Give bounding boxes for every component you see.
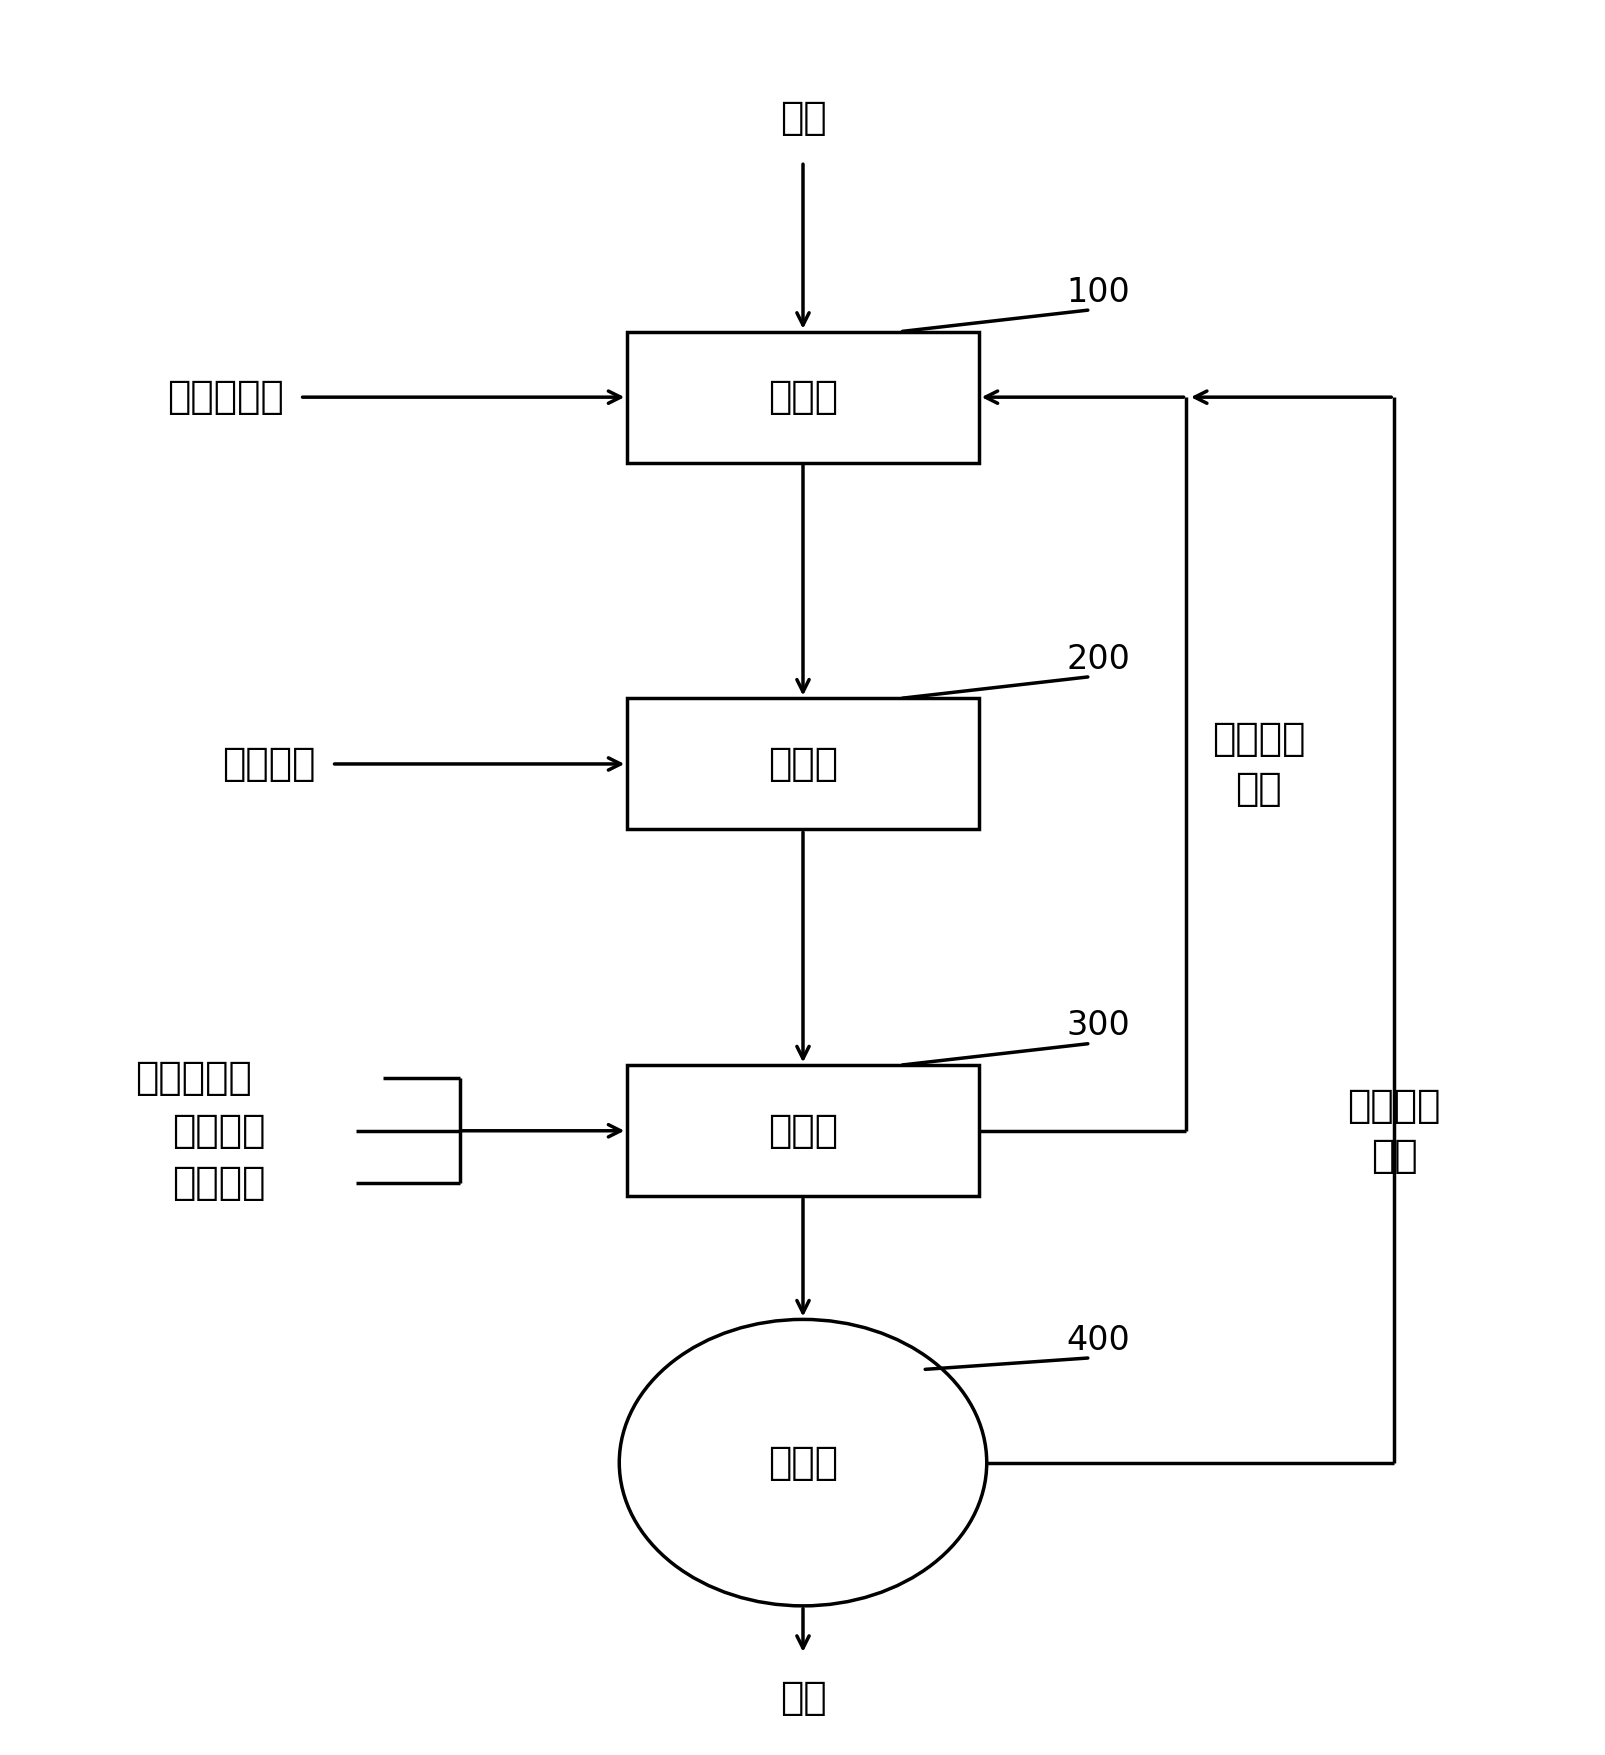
Text: 厌氧释磷: 厌氧释磷 [221, 744, 316, 783]
Text: 反硝化反应: 反硝化反应 [167, 377, 284, 416]
Text: 二沉池: 二沉池 [767, 1444, 838, 1481]
Text: 出水: 出水 [778, 1680, 827, 1718]
Text: 100: 100 [1066, 276, 1130, 309]
Text: 缺氧池: 缺氧池 [767, 377, 838, 416]
Text: 200: 200 [1066, 642, 1130, 676]
Bar [628, 1065, 977, 1197]
Text: 硝化反应: 硝化反应 [172, 1111, 265, 1150]
Bar [628, 332, 977, 463]
Text: 第二污泥
回流: 第二污泥 回流 [1347, 1086, 1440, 1174]
Text: 好氧吸磷: 好氧吸磷 [172, 1164, 265, 1202]
Text: 第一污泥
回流: 第一污泥 回流 [1210, 720, 1305, 807]
Text: 300: 300 [1066, 1009, 1130, 1042]
Text: 厌氧池: 厌氧池 [767, 744, 838, 783]
Bar [628, 698, 977, 830]
Text: 有机物降解: 有机物降解 [135, 1060, 252, 1097]
Text: 400: 400 [1066, 1323, 1130, 1357]
Text: 好氧池: 好氧池 [767, 1111, 838, 1150]
Ellipse shape [620, 1320, 985, 1606]
Text: 进水: 进水 [778, 98, 827, 137]
